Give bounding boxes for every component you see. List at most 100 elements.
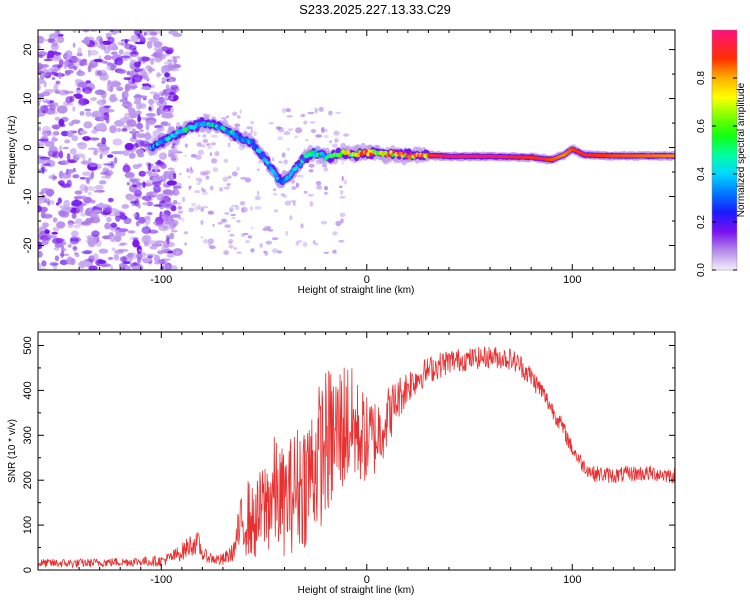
noise-blob — [82, 30, 90, 33]
faint-blob — [343, 133, 350, 137]
noise-blob — [127, 107, 136, 113]
noise-blob — [139, 129, 144, 132]
noise-blob — [171, 145, 176, 149]
spectrogram-ytick-label: 20 — [22, 43, 34, 55]
noise-blob — [138, 252, 147, 258]
faint-blob — [196, 182, 201, 185]
spectrogram-ytick-label: -20 — [22, 238, 34, 254]
faint-blob — [254, 195, 261, 201]
noise-blob — [154, 165, 159, 173]
noise-blob — [83, 86, 93, 94]
noise-blob — [164, 72, 170, 78]
faint-blob — [273, 209, 279, 213]
noise-blob — [54, 255, 60, 262]
noise-blob — [118, 49, 124, 55]
noise-blob — [164, 259, 168, 263]
faint-blob — [190, 154, 197, 158]
snr-xlabel: Height of straight line (km) — [298, 585, 415, 596]
faint-blob — [268, 121, 275, 125]
colorbar-label: Normalized spectral amplitude — [736, 82, 747, 217]
noise-blob — [146, 253, 157, 257]
noise-blob — [38, 250, 43, 258]
faint-blob — [236, 115, 241, 119]
noise-blob — [112, 138, 123, 146]
noise-blob — [139, 140, 150, 147]
noise-blob — [101, 115, 110, 121]
faint-blob — [174, 146, 178, 149]
noise-blob — [124, 142, 134, 151]
faint-blob — [235, 205, 240, 211]
snr-xtick-label: 100 — [563, 574, 581, 586]
noise-blob — [97, 260, 107, 264]
faint-blob — [159, 125, 165, 132]
noise-blob — [60, 160, 70, 166]
noise-blob — [114, 30, 121, 33]
faint-blob — [179, 172, 182, 176]
noise-blob — [101, 175, 106, 179]
faint-blob — [250, 128, 254, 134]
noise-blob — [128, 252, 137, 260]
faint-blob — [250, 248, 255, 253]
noise-blob — [74, 190, 83, 195]
spectrogram-xtick-label: 100 — [563, 274, 581, 286]
noise-blob — [58, 89, 69, 96]
noise-blob — [172, 55, 181, 59]
noise-blob — [63, 60, 68, 70]
noise-blob — [69, 241, 79, 245]
faint-blob — [309, 121, 316, 124]
noise-blob — [111, 62, 117, 71]
noise-blob — [41, 260, 47, 267]
noise-blob — [96, 203, 108, 207]
noise-blob — [132, 164, 140, 170]
noise-blob — [52, 175, 57, 180]
noise-blob — [56, 36, 65, 44]
faint-blob — [283, 131, 291, 136]
faint-blob — [322, 128, 328, 133]
faint-blob — [242, 232, 249, 236]
faint-blob — [340, 218, 344, 224]
faint-blob — [321, 126, 325, 133]
colorbar-tick-label: 0.0 — [696, 263, 707, 277]
faint-blob — [160, 212, 166, 216]
noise-blob — [116, 86, 124, 92]
noise-blob — [87, 49, 99, 56]
faint-blob — [295, 127, 303, 134]
noise-blob — [114, 249, 124, 254]
noise-blob — [76, 57, 80, 63]
noise-blob — [141, 226, 152, 234]
faint-blob — [328, 110, 333, 116]
snr-axes: -100 0 100 0 100 200 300 400 500 — [22, 332, 675, 586]
noise-blob — [68, 122, 74, 127]
noise-blob — [171, 229, 178, 233]
noise-blob — [123, 112, 131, 121]
noise-blob — [38, 141, 44, 148]
noise-blob — [74, 253, 80, 258]
noise-blob — [83, 250, 93, 255]
noise-blob — [142, 71, 149, 81]
noise-blob — [151, 37, 159, 42]
noise-blob — [46, 143, 55, 147]
noise-blob — [115, 212, 120, 216]
faint-blob — [223, 158, 229, 163]
noise-blob — [110, 265, 114, 270]
noise-blob — [57, 33, 64, 38]
faint-blob — [193, 206, 201, 211]
noise-blob — [146, 191, 158, 197]
snr-ytick-label: 500 — [22, 336, 34, 354]
noise-blob — [58, 180, 65, 186]
faint-blob — [232, 111, 238, 117]
noise-blob — [55, 80, 61, 85]
noise-blob — [121, 128, 128, 132]
faint-blob — [295, 241, 299, 246]
faint-blob — [207, 210, 214, 215]
faint-blob — [170, 158, 175, 161]
noise-blob — [137, 203, 141, 209]
faint-blob — [202, 138, 209, 144]
noise-blob — [121, 204, 130, 209]
noise-blob — [88, 174, 93, 181]
noise-blob — [153, 184, 161, 193]
noise-blob — [124, 172, 135, 178]
faint-blob — [262, 227, 268, 231]
faint-blob — [278, 160, 283, 164]
ridge-core — [313, 149, 318, 154]
